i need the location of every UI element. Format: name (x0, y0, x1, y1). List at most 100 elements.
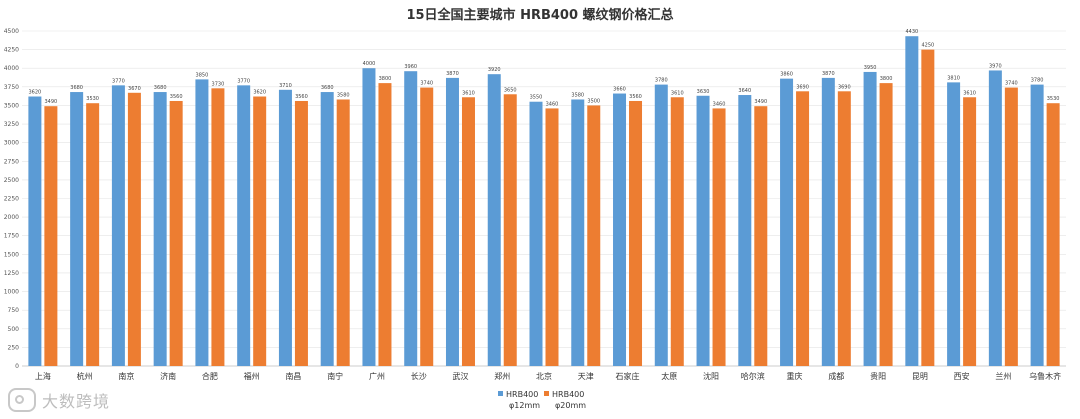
bar (921, 49, 935, 366)
data-label: 3560 (295, 94, 308, 100)
x-tick-label: 重庆 (787, 371, 803, 381)
data-label: 3620 (253, 90, 266, 96)
data-label: 3870 (822, 71, 835, 77)
bar (445, 77, 459, 367)
data-label: 3870 (446, 71, 459, 77)
data-label: 3630 (697, 89, 710, 95)
data-label: 3530 (1047, 96, 1060, 102)
data-label: 3460 (546, 101, 559, 107)
x-tick-label: 南京 (118, 371, 134, 381)
bar (461, 97, 475, 366)
bar (796, 91, 810, 367)
bar (211, 88, 225, 367)
bar (654, 84, 668, 366)
bars (28, 36, 1060, 367)
data-label: 3690 (796, 84, 809, 90)
bar (253, 96, 267, 366)
y-tick-label: 1250 (4, 270, 19, 277)
watermark: 大数跨境 (8, 388, 110, 412)
bar (86, 103, 100, 366)
bar (336, 99, 350, 366)
y-tick-label: 1000 (4, 289, 19, 296)
bar (613, 93, 627, 367)
x-tick-label: 北京 (536, 371, 552, 381)
y-tick-label: 500 (8, 326, 20, 333)
bar (529, 101, 543, 366)
x-tick-label: 广州 (369, 371, 385, 381)
y-tick-label: 3000 (4, 140, 19, 147)
bar (28, 96, 42, 366)
bar (278, 89, 292, 367)
bar (947, 82, 961, 366)
data-label: 3610 (963, 90, 976, 96)
bar (863, 71, 877, 366)
data-label: 3490 (45, 99, 58, 105)
data-label: 3950 (864, 65, 877, 71)
x-tick-label: 沈阳 (703, 371, 719, 381)
x-axis: 上海 杭州 南京 济南 合肥 福州 南昌 南宁 广州 长沙 武汉 郑州 北京 天津 石家庄 太原 沈阳 哈尔滨 重庆… (35, 371, 1061, 381)
data-label: 3610 (462, 90, 475, 96)
y-tick-label: 250 (8, 344, 20, 351)
x-tick-label: 武汉 (452, 371, 468, 381)
bar (195, 79, 209, 366)
data-label: 3810 (947, 75, 960, 81)
data-label: 3740 (1005, 81, 1018, 87)
bar (837, 91, 851, 367)
bar (1046, 103, 1060, 366)
bar (988, 70, 1002, 366)
legend-label-sub: φ12mm (509, 401, 540, 410)
y-tick-label: 2000 (4, 214, 19, 221)
bar (1004, 87, 1018, 367)
bar (754, 106, 768, 366)
bar (905, 36, 919, 366)
legend-swatch (544, 391, 549, 396)
bar (169, 100, 183, 366)
bar (111, 85, 125, 366)
data-label: 3960 (404, 64, 417, 70)
data-label: 3650 (504, 87, 517, 93)
x-tick-label: 南宁 (327, 371, 343, 381)
data-label: 4000 (363, 61, 376, 67)
bar (237, 85, 251, 366)
data-label: 3680 (70, 85, 83, 91)
data-label: 3680 (321, 85, 334, 91)
data-label: 3740 (420, 81, 433, 87)
y-tick-label: 3250 (4, 121, 19, 128)
data-label: 3560 (629, 94, 642, 100)
y-tick-label: 2750 (4, 158, 19, 165)
data-label: 3730 (212, 81, 225, 87)
x-tick-label: 杭州 (77, 371, 93, 381)
data-label: 3550 (530, 95, 543, 101)
data-label: 3690 (838, 84, 851, 90)
bar (696, 95, 710, 367)
data-label: 4250 (921, 43, 934, 49)
bar (127, 92, 141, 367)
x-tick-label: 石家庄 (616, 371, 640, 381)
y-tick-label: 2250 (4, 196, 19, 203)
data-label: 3560 (170, 94, 183, 100)
y-tick-label: 4500 (4, 28, 19, 35)
bar (378, 83, 392, 366)
bar (44, 106, 58, 366)
data-label: 3860 (780, 72, 793, 78)
bar (545, 108, 559, 366)
legend-label-sub: φ20mm (555, 401, 586, 410)
x-tick-label: 贵阳 (870, 371, 886, 381)
x-tick-label: 天津 (578, 371, 594, 381)
data-label: 3530 (86, 96, 99, 102)
data-label: 3770 (237, 78, 250, 84)
x-tick-label: 成都 (828, 371, 844, 381)
data-label: 4430 (905, 29, 918, 35)
legend-swatch (498, 391, 503, 396)
x-tick-label: 郑州 (494, 371, 510, 381)
bar (629, 100, 643, 366)
x-tick-label: 哈尔滨 (741, 371, 765, 381)
data-label: 3500 (587, 98, 600, 104)
y-tick-label: 0 (15, 363, 19, 370)
data-label: 3580 (337, 92, 350, 98)
y-tick-label: 1750 (4, 233, 19, 240)
x-tick-label: 乌鲁木齐 (1029, 371, 1061, 381)
y-axis: 0 250 500 750 1000 1250 1500 1750 2000 2250 2500 27… (4, 28, 19, 370)
y-tick-label: 3500 (4, 102, 19, 109)
y-tick-label: 1500 (4, 251, 19, 258)
